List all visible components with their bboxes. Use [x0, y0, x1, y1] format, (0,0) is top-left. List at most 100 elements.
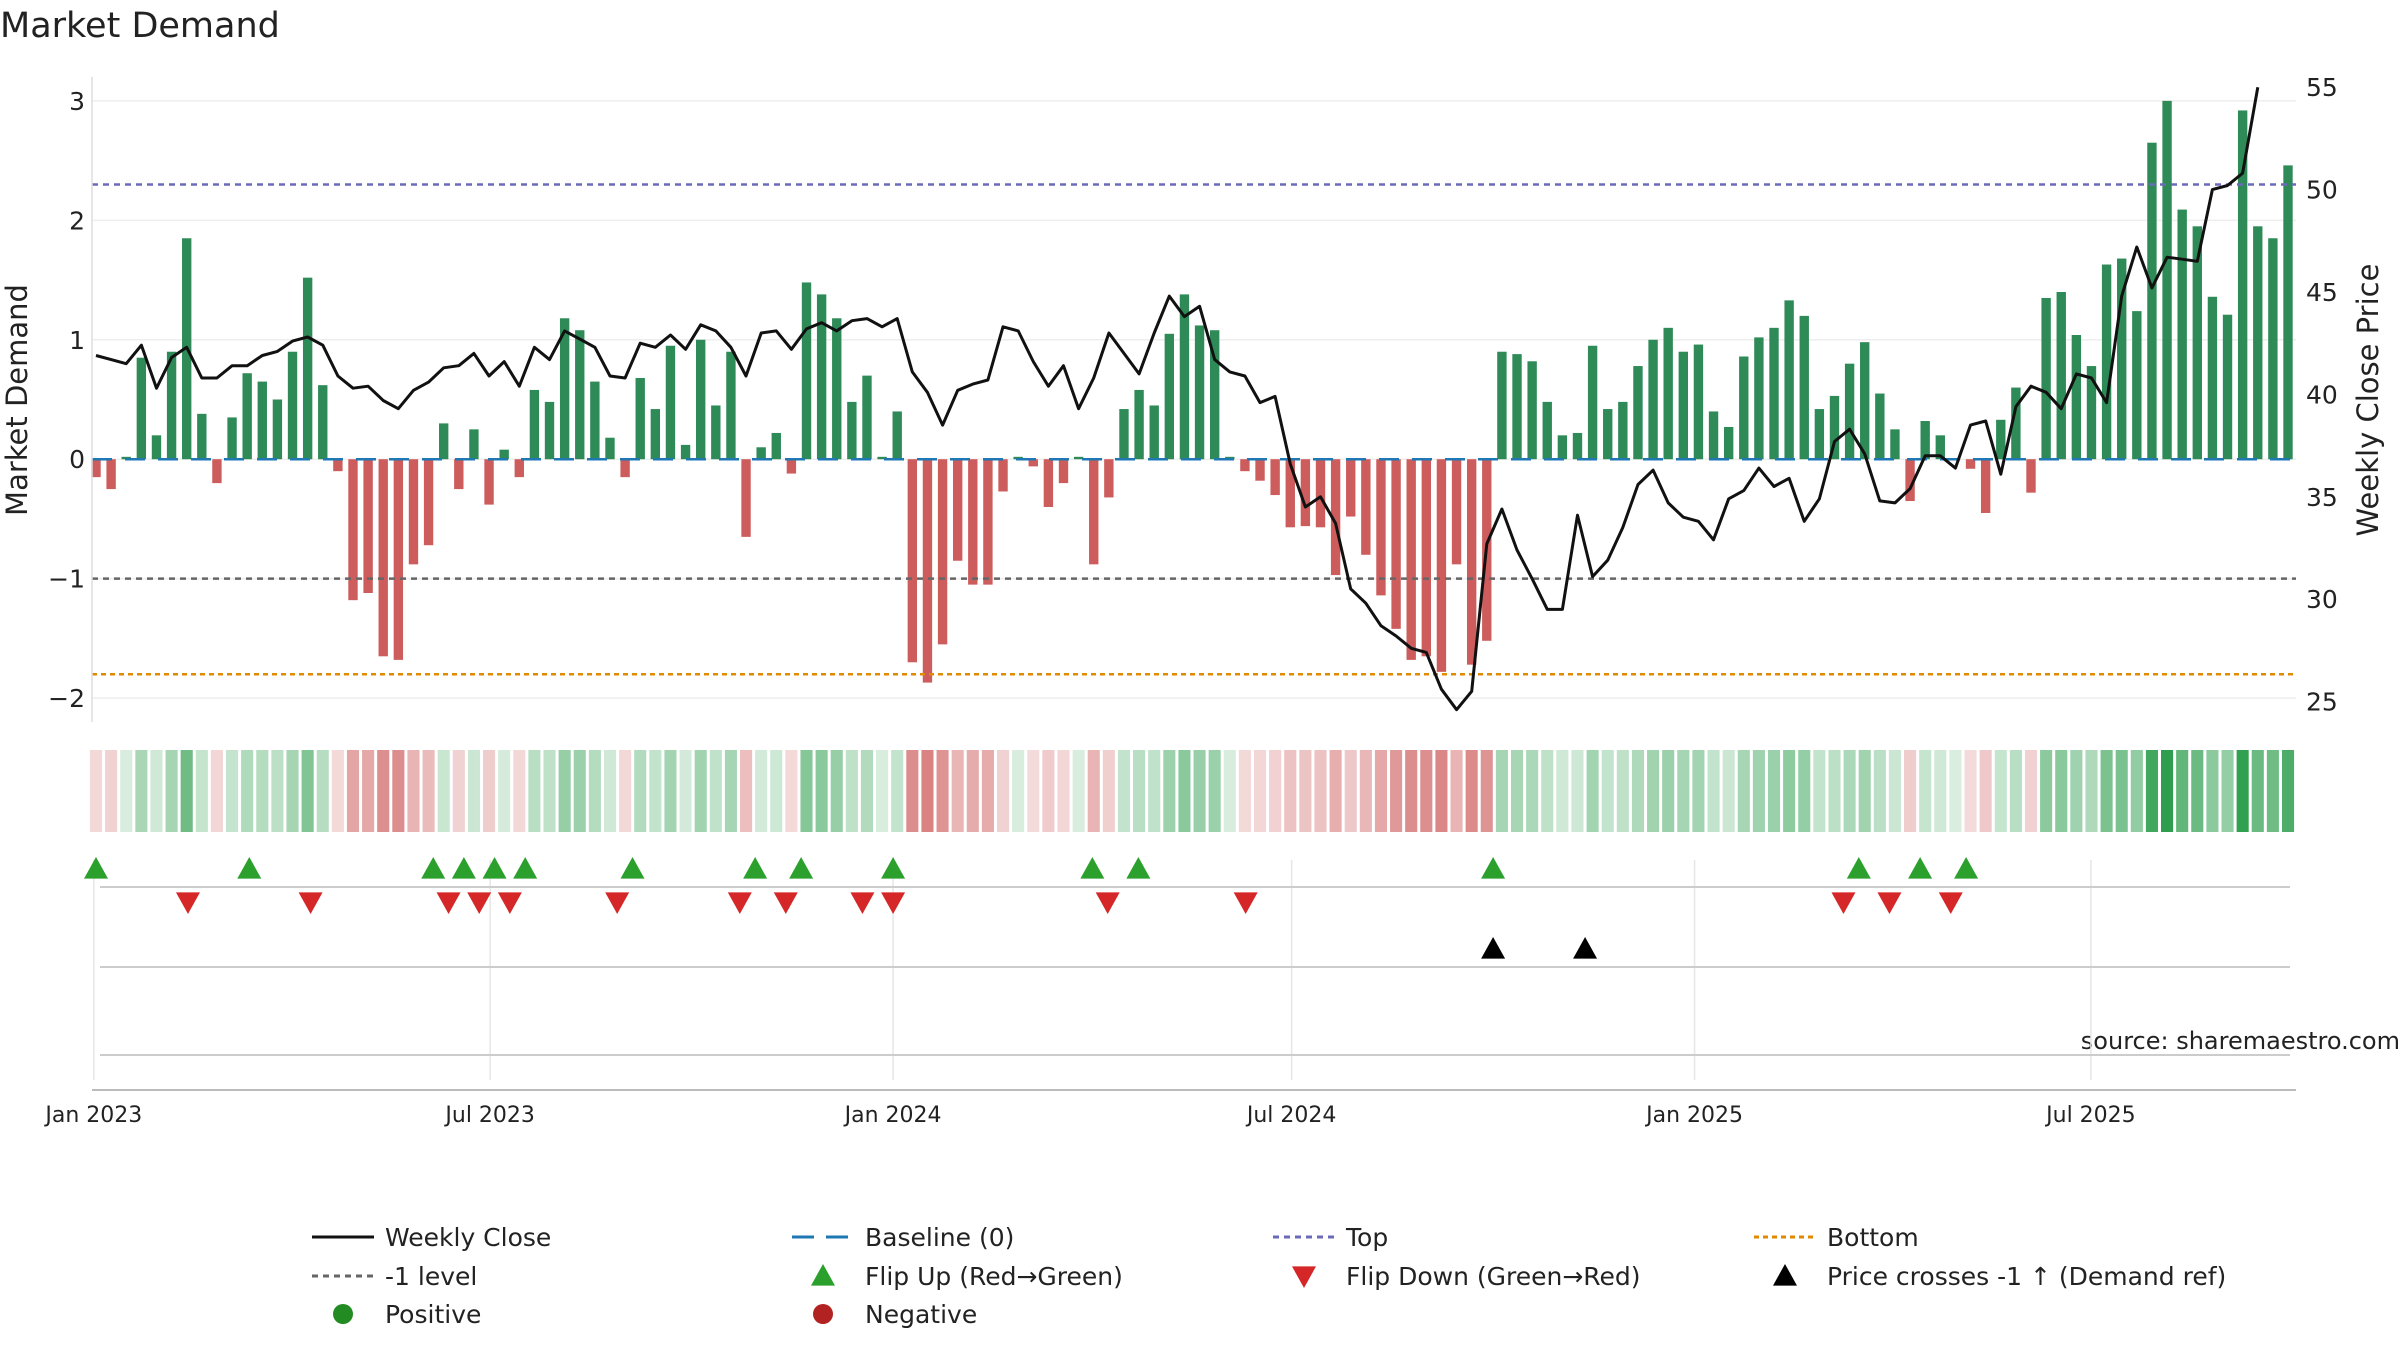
heat-cell [724, 750, 737, 832]
flip-down-marker [298, 892, 323, 914]
demand-bar [1965, 459, 1976, 469]
heat-cell [120, 750, 133, 832]
heat-cell [981, 750, 994, 832]
demand-bar [877, 456, 887, 460]
flip-down-marker [1831, 892, 1856, 914]
y-left-tick-label: 0 [69, 445, 85, 474]
heat-cell [619, 750, 632, 832]
demand-bar [1603, 409, 1613, 460]
x-tick-label: Jan 2025 [1644, 1103, 1743, 1128]
heat-cell [694, 750, 707, 832]
price-cross-marker [1573, 937, 1598, 959]
demand-bar [2086, 366, 2097, 460]
legend-label: Top [1345, 1223, 1388, 1252]
demand-bar [1739, 356, 1749, 460]
heat-cell [649, 750, 662, 832]
heat-cell [1707, 750, 1720, 832]
heat-cell [966, 750, 979, 832]
heat-cell [1616, 750, 1629, 832]
flip-down-marker [436, 892, 461, 914]
price-cross-marker [1481, 937, 1506, 959]
flip-up-marker [421, 857, 446, 879]
heat-cell [1057, 750, 1070, 832]
heat-cell [1329, 750, 1342, 832]
demand-bar [968, 459, 978, 585]
heat-cell [1994, 750, 2007, 832]
demand-bar [1361, 459, 1371, 555]
demand-bar [922, 459, 933, 683]
flip-up-marker [1908, 857, 1933, 879]
flip-down-marker [881, 892, 906, 914]
heat-cell [1949, 750, 1962, 832]
demand-bar [151, 435, 162, 460]
heat-cell [1465, 750, 1478, 832]
heat-cell [543, 750, 556, 832]
heat-cell [1012, 750, 1025, 832]
demand-bar [2283, 165, 2293, 460]
heat-cell [165, 750, 178, 832]
heat-cell [1133, 750, 1146, 832]
demand-bar [998, 459, 1008, 492]
y-left-tick-label: 2 [69, 206, 85, 235]
demand-bar [1164, 333, 1175, 460]
heat-cell [1148, 750, 1161, 832]
heat-cell [2236, 750, 2249, 832]
heat-cell [1269, 750, 1282, 832]
y-right-tick-label: 25 [2306, 688, 2338, 717]
demand-bar [711, 405, 721, 460]
flip-down-marker [1938, 892, 1963, 914]
flip-down-marker [1877, 892, 1902, 914]
heat-cell [921, 750, 934, 832]
heat-cell [1510, 750, 1524, 832]
heat-cell [377, 750, 390, 832]
flip-up-marker [1126, 857, 1151, 879]
demand-bar [529, 389, 540, 460]
heat-cell [634, 750, 647, 832]
demand-bar [2056, 292, 2066, 460]
demand-bar [514, 459, 524, 478]
flip-markers [84, 857, 1979, 914]
demand-bar [2253, 226, 2263, 460]
heat-cell [2221, 750, 2234, 832]
heat-cell [195, 750, 208, 832]
demand-bar [1723, 426, 1734, 460]
demand-bar [1875, 393, 1885, 460]
flip-down-marker [727, 892, 752, 914]
demand-bar [1557, 435, 1568, 460]
heat-cell [1102, 750, 1115, 832]
demand-bar [499, 449, 509, 460]
heat-cell [558, 750, 571, 832]
heat-cell [2085, 750, 2098, 832]
demand-bar [197, 413, 207, 460]
y-left-tick-label: −1 [48, 565, 85, 594]
demand-bar [1860, 342, 1870, 460]
demand-bar [1028, 459, 1038, 467]
demand-bar [348, 459, 358, 601]
heat-cell [452, 750, 465, 832]
flip-down-marker [497, 892, 522, 914]
demand-bar [2071, 335, 2082, 460]
demand-bar [892, 411, 902, 460]
legend-label: Negative [865, 1300, 977, 1329]
demand-bar [816, 294, 827, 460]
flip-down-marker [175, 892, 200, 914]
heat-cell [2009, 750, 2022, 832]
heat-cell [135, 750, 148, 832]
heat-cell [226, 750, 239, 832]
demand-bar [605, 437, 615, 460]
heat-cell [2055, 750, 2068, 832]
x-tick-label: Jul 2023 [443, 1103, 535, 1128]
legend-label: Bottom [1827, 1223, 1919, 1252]
flip-up-marker [620, 857, 645, 879]
heat-cell [2115, 750, 2128, 832]
heat-cell [785, 750, 798, 832]
heat-cell [1631, 750, 1645, 832]
demand-bar [952, 459, 963, 561]
heat-cell [1163, 750, 1176, 832]
heat-cell [1223, 750, 1236, 832]
heat-cell [603, 750, 617, 832]
weekly-close-line [95, 86, 2260, 712]
demand-bar [1073, 456, 1084, 460]
heat-cell [422, 750, 435, 832]
demand-bar [2177, 209, 2187, 460]
